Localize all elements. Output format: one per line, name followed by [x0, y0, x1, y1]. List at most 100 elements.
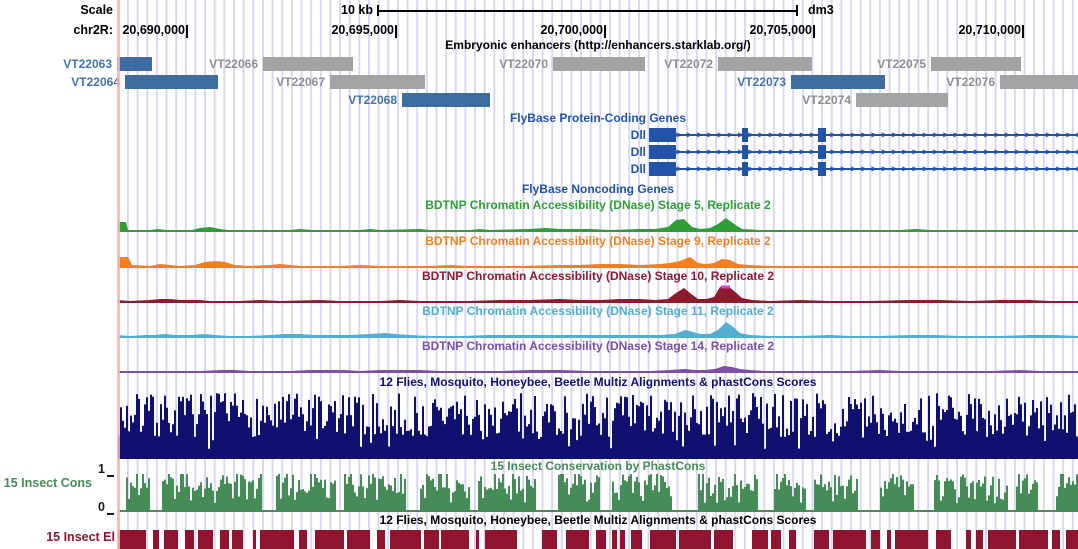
enhancer-label-vt22074[interactable]: VT22074	[802, 93, 851, 107]
scale-bar-line	[377, 10, 798, 12]
conserved-element[interactable]	[612, 530, 617, 549]
conserved-element[interactable]	[484, 530, 517, 549]
phastcons-axis-max-label: 1	[98, 462, 105, 476]
conserved-element[interactable]	[197, 530, 214, 549]
gene-exon-bar[interactable]	[742, 162, 748, 176]
conserved-element[interactable]	[650, 530, 677, 549]
gene-exon-bar[interactable]	[818, 162, 826, 176]
conserved-element[interactable]	[987, 530, 1016, 549]
gene-cds-box[interactable]	[649, 128, 676, 142]
gene-label-dll: Dll	[630, 145, 646, 159]
track-title-multiz-alignments: 12 Flies, Mosquito, Honeybee, Beetle Mul…	[379, 375, 817, 389]
conserved-element[interactable]	[886, 530, 891, 549]
gene-exon-bar[interactable]	[818, 128, 826, 142]
ruler-coordinate-label: 20,690,000	[122, 23, 185, 37]
conserved-element[interactable]	[595, 530, 607, 549]
enhancer-box-vt22073[interactable]	[791, 75, 885, 89]
conserved-element[interactable]	[314, 530, 344, 549]
gene-exon-bar[interactable]	[742, 128, 748, 142]
conserved-element[interactable]	[871, 530, 881, 549]
enhancer-box-vt22063[interactable]	[117, 57, 152, 71]
phastcons-axis-min-label: 0	[98, 500, 105, 514]
enhancer-box-vt22076[interactable]	[1000, 75, 1078, 89]
conserved-element[interactable]	[814, 530, 829, 549]
conserved-element[interactable]	[118, 530, 147, 549]
enhancer-box-vt22070[interactable]	[553, 57, 645, 71]
ruler-coordinate-tick	[395, 25, 397, 38]
enhancer-label-vt22072[interactable]: VT22072	[664, 57, 713, 71]
enhancer-label-vt22075[interactable]: VT22075	[877, 57, 926, 71]
conserved-element[interactable]	[232, 530, 244, 549]
enhancer-box-vt22074[interactable]	[856, 93, 948, 107]
gene-cds-box[interactable]	[649, 145, 676, 159]
conserved-element[interactable]	[220, 530, 229, 549]
enhancer-box-vt22064[interactable]	[125, 75, 218, 89]
enhancer-label-vt22068[interactable]: VT22068	[348, 93, 397, 107]
conserved-element[interactable]	[770, 530, 782, 549]
enhancer-box-vt22068[interactable]	[402, 93, 490, 107]
enhancer-label-vt22063[interactable]: VT22063	[63, 57, 112, 71]
conserved-element[interactable]	[975, 530, 984, 549]
dnase-signal-stage10_darkred[interactable]	[118, 285, 1078, 303]
conserved-element[interactable]	[475, 530, 479, 549]
enhancer-label-vt22067[interactable]: VT22067	[276, 75, 325, 89]
enhancer-label-vt22073[interactable]: VT22073	[737, 75, 786, 89]
conserved-element[interactable]	[152, 530, 160, 549]
conserved-element[interactable]	[252, 530, 256, 549]
conserved-element[interactable]	[966, 530, 971, 549]
conserved-element[interactable]	[389, 530, 421, 549]
conserved-element[interactable]	[789, 530, 796, 549]
dnase-signal-stage11_blue[interactable]	[118, 320, 1078, 338]
multiz-conservation-histogram[interactable]	[118, 393, 1078, 459]
conserved-element[interactable]	[542, 530, 558, 549]
track-title-dnase-stage-3: BDTNP Chromatin Accessibility (DNase) St…	[421, 269, 775, 283]
conserved-element[interactable]	[298, 530, 307, 549]
track-title-dnase-stage-2: BDTNP Chromatin Accessibility (DNase) St…	[425, 234, 771, 248]
enhancer-label-vt22064[interactable]: VT22064	[71, 75, 120, 89]
gene-cds-box[interactable]	[649, 162, 676, 176]
conserved-element[interactable]	[714, 530, 733, 549]
gene-exon-bar[interactable]	[742, 145, 748, 159]
conserved-element[interactable]	[679, 530, 712, 549]
enhancer-label-vt22066[interactable]: VT22066	[209, 57, 258, 71]
gene-strand-arrows: >>>>>>>>>>>>>>>>>>>>>>>>>>>>>>>>>>>>>>>>…	[676, 164, 1078, 174]
conserved-element[interactable]	[377, 530, 386, 549]
conserved-element[interactable]	[164, 530, 179, 549]
conserved-element[interactable]	[832, 530, 867, 549]
conserved-element[interactable]	[1018, 530, 1048, 549]
conserved-element[interactable]	[185, 530, 194, 549]
gene-intron-line	[676, 151, 1078, 153]
enhancer-label-vt22076[interactable]: VT22076	[946, 75, 995, 89]
conserved-element[interactable]	[423, 530, 440, 549]
conserved-element[interactable]	[1051, 530, 1060, 549]
conserved-element[interactable]	[935, 530, 952, 549]
wiggle-area	[118, 322, 1078, 338]
gene-exon-bar[interactable]	[818, 145, 826, 159]
dnase-signal-stage5_green[interactable]	[118, 214, 1078, 232]
enhancer-label-vt22070[interactable]: VT22070	[499, 57, 548, 71]
track-title-dnase-stage-1: BDTNP Chromatin Accessibility (DNase) St…	[425, 198, 771, 212]
conserved-element[interactable]	[441, 530, 469, 549]
conserved-element[interactable]	[1065, 530, 1078, 549]
enhancer-box-vt22075[interactable]	[931, 57, 1021, 71]
conserved-element[interactable]	[895, 530, 928, 549]
enhancer-box-vt22072[interactable]	[718, 57, 812, 71]
conserved-element[interactable]	[260, 530, 294, 549]
chromosome-label: chr2R:	[73, 23, 113, 37]
dnase-signal-stage14_purple[interactable]	[118, 355, 1078, 373]
conserved-element[interactable]	[752, 530, 769, 549]
conserved-element[interactable]	[565, 530, 589, 549]
wiggle-area	[118, 286, 1078, 303]
gene-intron-line	[676, 168, 1078, 170]
dnase-signal-stage9_orange[interactable]	[118, 250, 1078, 268]
conserved-element[interactable]	[631, 530, 642, 549]
ruler-coordinate-tick	[604, 25, 606, 38]
conserved-element[interactable]	[619, 530, 625, 549]
phastcons-signal[interactable]	[118, 474, 1078, 512]
enhancer-box-vt22067[interactable]	[330, 75, 425, 89]
track-title-multiz-elements: 12 Flies, Mosquito, Honeybee, Beetle Mul…	[379, 513, 817, 527]
track-title-flybase-protein-coding: FlyBase Protein-Coding Genes	[509, 111, 687, 125]
conserved-element[interactable]	[346, 530, 370, 549]
enhancer-box-vt22066[interactable]	[263, 57, 353, 71]
